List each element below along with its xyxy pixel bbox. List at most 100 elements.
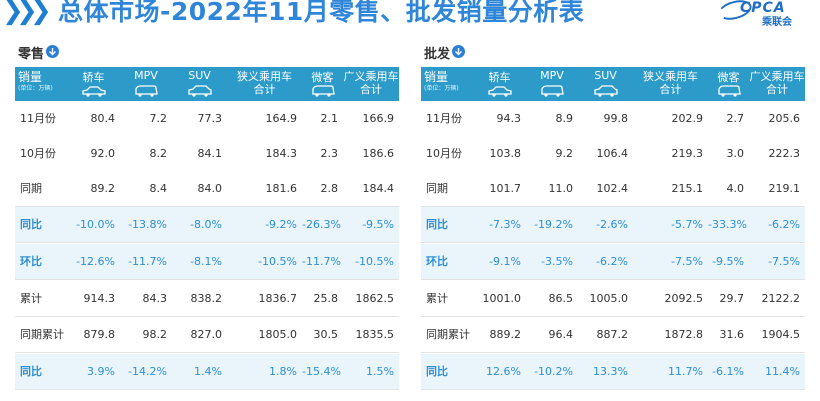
table-row: 累计 914.3 84.3 838.2 1836.7 25.8 1862.5 [15, 281, 399, 317]
table-cell: -2.6% [596, 218, 628, 231]
table-header: 销量 (单位：万辆) 轿车 MPV SUV 狭义乘用车 合计 微客 广义乘用车 合计 [421, 67, 805, 101]
column-header-label: 狭义乘用车 合计 [237, 70, 292, 96]
row-label: 同期 [20, 182, 42, 195]
table-cell: -12.6% [76, 255, 115, 268]
unit-label: (单位：万辆) [424, 85, 459, 92]
column-header-label: 广义乘用车 合计 [749, 70, 805, 96]
table-row: 同比 -10.0% -13.8% -8.0% -9.2% -26.3% -9.5% [15, 207, 399, 243]
table-row: 同比 12.6% -10.2% 13.3% 11.7% -6.1% 11.4% [421, 354, 805, 390]
table-row: 环比 -9.1% -3.5% -6.2% -7.5% -9.5% -7.5% [421, 244, 805, 280]
column-header: MPV [526, 67, 578, 101]
table-cell: 219.3 [671, 147, 704, 160]
table-cell: -33.3% [708, 218, 747, 231]
table-cell: -10.5% [258, 255, 297, 268]
table-cell: 184.4 [362, 182, 395, 195]
table-cell: 887.2 [596, 328, 629, 341]
table-cell: -7.5% [768, 255, 800, 268]
table-cell: 1.5% [366, 365, 394, 378]
table-cell: -19.2% [534, 218, 573, 231]
table-cell: 12.6% [486, 365, 521, 378]
table-cell: -11.7% [128, 255, 167, 268]
wholesale-section-title: 批发 [424, 47, 451, 62]
column-header-label: MPV [540, 69, 564, 82]
table-cell: 8.2 [149, 147, 168, 160]
microvan-icon [717, 85, 741, 100]
table-row: 同期累计 889.2 96.4 887.2 1872.8 31.6 1904.5 [421, 317, 805, 353]
retail-section-title: 零售 [18, 47, 45, 62]
column-header-sales: 销量 (单位：万辆) [424, 67, 474, 101]
table-cell: 1904.5 [761, 328, 801, 341]
row-label: 同比 [20, 218, 42, 231]
table-cell: -6.2% [768, 218, 800, 231]
chevron-icon: ❯ [16, 0, 38, 26]
table-cell: 29.7 [719, 292, 745, 305]
column-header-label: 销量 [424, 70, 449, 84]
table-cell: 99.8 [603, 112, 629, 125]
table-cell: 1805.0 [258, 328, 298, 341]
table-cell: 889.2 [489, 328, 522, 341]
download-arrow-icon[interactable] [46, 45, 59, 58]
chevron-icon: ❯ [30, 0, 52, 26]
table-cell: 219.1 [768, 182, 801, 195]
column-header: 轿车 [67, 67, 120, 101]
table-cell: 879.8 [83, 328, 116, 341]
table-cell: 1836.7 [258, 292, 298, 305]
row-label: 同期累计 [426, 328, 470, 341]
table-cell: 1.4% [194, 365, 222, 378]
column-header: 狭义乘用车 合计 [633, 67, 708, 101]
table-row: 10月份 103.8 9.2 106.4 219.3 3.0 222.3 [421, 136, 805, 172]
logo-text: CPCA [740, 0, 786, 16]
table-cell: 101.7 [489, 182, 522, 195]
mpv-icon [134, 85, 158, 100]
table-cell: 2122.2 [761, 292, 801, 305]
download-arrow-icon[interactable] [452, 45, 465, 58]
microvan-icon [311, 85, 335, 100]
table-cell: -11.7% [302, 255, 341, 268]
table-cell: 77.3 [197, 112, 223, 125]
sedan-icon [487, 85, 512, 100]
header: ❯ ❯ ❯ 总体市场-2022年11月零售、批发销量分析表 CPCA 乘联会 [0, 0, 820, 30]
table-cell: 164.9 [265, 112, 298, 125]
table-cell: 181.6 [265, 182, 298, 195]
table-cell: -6.2% [596, 255, 628, 268]
row-label: 同比 [20, 365, 42, 378]
table-cell: 92.0 [90, 147, 116, 160]
table-cell: -10.5% [355, 255, 394, 268]
row-label: 同比 [426, 218, 448, 231]
table-cell: 1001.0 [482, 292, 522, 305]
table-cell: 102.4 [596, 182, 629, 195]
table-cell: 8.4 [149, 182, 168, 195]
suv-icon [593, 85, 618, 100]
cpca-logo: CPCA 乘联会 [716, 0, 813, 28]
row-label: 同期累计 [20, 328, 64, 341]
table-cell: 184.3 [265, 147, 298, 160]
sedan-icon [81, 85, 106, 100]
table-cell: 1872.8 [664, 328, 704, 341]
table-cell: 215.1 [671, 182, 704, 195]
column-header: 微客 [708, 67, 749, 101]
page-title: 总体市场-2022年11月零售、批发销量分析表 [58, 0, 585, 26]
table-cell: 94.3 [496, 112, 522, 125]
table-cell: -8.0% [190, 218, 222, 231]
suv-icon [187, 85, 212, 100]
table-cell: 186.6 [362, 147, 395, 160]
column-header-label: 狭义乘用车 合计 [643, 70, 698, 96]
table-cell: -15.4% [302, 365, 341, 378]
table-cell: 2.3 [320, 147, 339, 160]
table-header: 销量 (单位：万辆) 轿车 MPV SUV 狭义乘用车 合计 微客 广义乘用车 合计 [15, 67, 399, 101]
table-cell: 2.1 [320, 112, 339, 125]
table-row: 同期 101.7 11.0 102.4 215.1 4.0 219.1 [421, 171, 805, 207]
table-cell: 30.5 [313, 328, 339, 341]
row-label: 11月份 [20, 112, 56, 125]
table-cell: 3.0 [726, 147, 745, 160]
column-header: 轿车 [473, 67, 526, 101]
table-row: 同比 -7.3% -19.2% -2.6% -5.7% -33.3% -6.2% [421, 207, 805, 243]
row-label: 同期 [426, 182, 448, 195]
logo-cn: 乘联会 [762, 17, 792, 28]
column-header: SUV [172, 67, 227, 101]
table-cell: -9.1% [489, 255, 521, 268]
table-cell: -6.1% [712, 365, 744, 378]
table-row: 同比 3.9% -14.2% 1.4% 1.8% -15.4% 1.5% [15, 354, 399, 390]
column-header-label: 轿车 [82, 71, 105, 84]
table-cell: 84.0 [197, 182, 223, 195]
